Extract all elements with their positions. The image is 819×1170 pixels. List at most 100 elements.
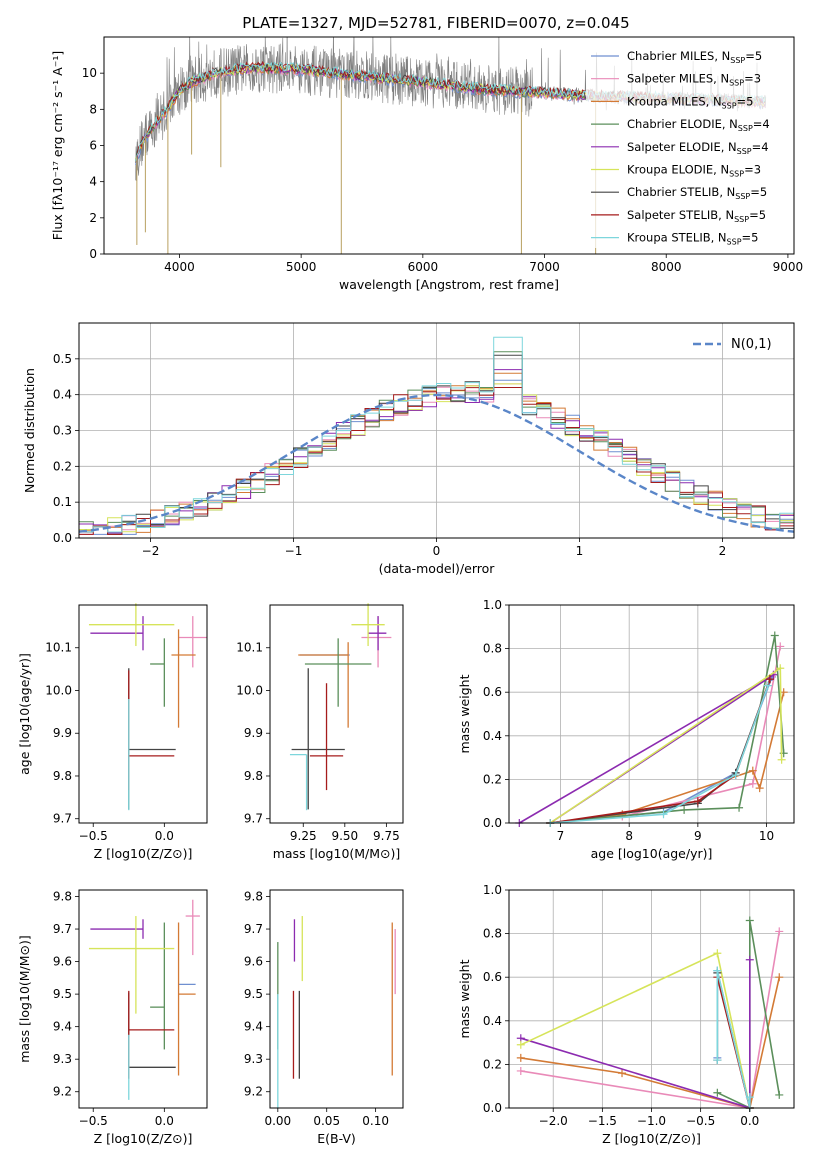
y-tick-label: 9.8 xyxy=(53,890,72,904)
y-tick-label: 9.6 xyxy=(244,955,263,969)
x-tick-label: 9 xyxy=(694,829,702,843)
errorbar-point xyxy=(289,753,308,811)
mass-vs-metallicity-panel: −0.5 0.0 9.2 9.3 9.4 9.5 9.6 9.7 9.8 Z [log10(Z/Z… xyxy=(17,889,208,1146)
y-tick-label: 9.8 xyxy=(53,769,72,783)
y-tick-label: 10.0 xyxy=(45,683,72,697)
mass-weight-vs-age-panel: 7 8 9 10 0.0 0.2 0.4 0.6 0.8 1.0 age [log10(age/yr… xyxy=(457,598,795,861)
x-tick-label: −0.5 xyxy=(79,829,108,843)
y-tick-label: 9.7 xyxy=(53,922,72,936)
y-tick-label: 10 xyxy=(82,66,97,80)
x-axis-label: wavelength [Angstrom, rest frame] xyxy=(339,277,559,292)
y-tick-label: 0.0 xyxy=(483,1101,502,1115)
y-tick-label: 9.7 xyxy=(53,812,72,826)
y-tick-label: 9.2 xyxy=(244,1085,263,1099)
x-tick-label: −2.0 xyxy=(539,1114,568,1128)
x-tick-label: 9.50 xyxy=(331,829,358,843)
mass-weight-marker xyxy=(745,1093,754,1102)
x-tick-label: 7 xyxy=(557,829,565,843)
mass-weight-marker xyxy=(516,1066,525,1075)
y-tick-label: 9.4 xyxy=(53,1020,72,1034)
y-tick-label: 0.4 xyxy=(483,1014,502,1028)
errorbar-point xyxy=(90,616,144,651)
legend-subscript: SSP xyxy=(734,215,749,224)
axes-frame xyxy=(269,604,404,824)
mass-weight-marker xyxy=(693,797,702,806)
y-tick-label: 9.7 xyxy=(244,922,263,936)
x-tick-label: 9000 xyxy=(773,260,804,274)
y-tick-label: 0.8 xyxy=(483,927,502,941)
mass-weight-marker xyxy=(680,805,689,814)
x-tick-label: 0.00 xyxy=(264,1114,291,1128)
y-axis-label: Normed distribution xyxy=(22,368,37,493)
y-tick-label: 9.3 xyxy=(53,1052,72,1066)
age-vs-mass-panel: 9.25 9.50 9.75 9.7 9.8 9.9 10.0 10.1 mass [log10… xyxy=(236,603,404,861)
x-tick-label: −0.5 xyxy=(79,1114,108,1128)
axes-frame xyxy=(103,36,795,255)
x-axis-label: Z [log10(Z/Z⊙)] xyxy=(94,1131,193,1146)
x-tick-label: −2 xyxy=(142,544,160,558)
legend-nssp-value: =5 xyxy=(737,94,754,108)
y-tick-label: 9.8 xyxy=(244,769,263,783)
spectrum-panel: 4000 5000 6000 7000 8000 9000 0 2 4 6 8 10 wavelengt… xyxy=(50,36,804,292)
mass-weight-marker xyxy=(775,1090,784,1099)
mass-weight-marker xyxy=(659,810,668,819)
legend-subscript: SSP xyxy=(737,147,752,156)
legend-nssp-value: =5 xyxy=(749,208,766,222)
legend-nssp-value: =3 xyxy=(744,163,761,177)
age-vs-metallicity-panel: −0.5 0.0 9.7 9.8 9.9 10.0 10.1 Z [log10(Z/Z⊙)] a… xyxy=(17,603,208,861)
y-tick-label: 9.6 xyxy=(53,955,72,969)
mass-weight-line xyxy=(520,959,751,1110)
legend-entry: Kroupa STELIB, NSSP=5 xyxy=(627,231,758,247)
legend-entry: Chabrier MILES, NSSP=5 xyxy=(627,49,762,65)
mass-weight-marker xyxy=(516,1040,525,1049)
x-tick-label: 0.0 xyxy=(155,1114,174,1128)
mass-weight-vs-metallicity-panel: −2.0 −1.5 −1.0 −0.5 0.0 0.0 0.2 0.4 0.6 0.8 1.0 Z [… xyxy=(457,883,795,1146)
mass-weight-line xyxy=(716,970,751,1109)
y-tick-label: 0.5 xyxy=(53,352,72,366)
legend-entry: Salpeter STELIB, NSSP=5 xyxy=(627,208,766,224)
mass-weight-marker xyxy=(776,664,785,673)
y-tick-label: 0.2 xyxy=(53,459,72,473)
y-tick-label: 9.2 xyxy=(53,1085,72,1099)
errorbar-point xyxy=(178,616,207,668)
y-tick-label: 10.1 xyxy=(236,641,263,655)
legend-subscript: SSP xyxy=(735,192,750,201)
x-tick-label: 5000 xyxy=(286,260,317,274)
legend-entry: Salpeter MILES, NSSP=3 xyxy=(627,72,761,88)
mass-weight-marker xyxy=(775,927,784,936)
y-axis-label: mass [log10(M/M⊙)] xyxy=(17,935,32,1063)
mass-weight-marker xyxy=(748,779,757,788)
errorbar-point xyxy=(128,668,176,810)
errorbar-point xyxy=(368,616,387,651)
y-tick-label: 0.0 xyxy=(483,816,502,830)
errorbar-point xyxy=(150,922,165,1050)
x-tick-label: 0.05 xyxy=(313,1114,340,1128)
y-tick-label: 9.5 xyxy=(244,987,263,1001)
y-tick-label: 8 xyxy=(89,102,97,116)
mass-weight-marker xyxy=(713,949,722,958)
x-tick-label: −0.5 xyxy=(686,1114,715,1128)
residual-histogram xyxy=(79,369,794,534)
mass-weight-marker xyxy=(765,675,774,684)
x-axis-label: Z [log10(Z/Z⊙)] xyxy=(602,1131,701,1146)
y-tick-label: 4 xyxy=(89,175,97,189)
errorbar-point xyxy=(298,642,349,728)
y-tick-label: 9.3 xyxy=(244,1052,263,1066)
legend-nssp-value: =4 xyxy=(752,140,769,154)
figure-title: PLATE=1327, MJD=52781, FIBERID=0070, z=0… xyxy=(242,14,629,32)
axes-frame xyxy=(508,604,795,824)
legend-entry-normal: N(0,1) xyxy=(731,337,772,352)
errorbar-point xyxy=(150,638,165,707)
x-tick-label: 9.25 xyxy=(290,829,317,843)
x-axis-label: age [log10(age/yr)] xyxy=(591,846,713,861)
y-tick-label: 1.0 xyxy=(483,598,502,612)
y-tick-label: 0.3 xyxy=(53,424,72,438)
y-tick-label: 0.2 xyxy=(483,772,502,786)
y-tick-label: 0.4 xyxy=(483,729,502,743)
legend-nssp-value: =5 xyxy=(742,231,759,245)
legend-entry: Chabrier ELODIE, NSSP=4 xyxy=(627,117,770,133)
y-tick-label: 0.6 xyxy=(483,685,502,699)
x-tick-label: −1 xyxy=(285,544,303,558)
legend-nssp-value: =4 xyxy=(753,117,770,131)
mass-weight-marker xyxy=(516,1053,525,1062)
